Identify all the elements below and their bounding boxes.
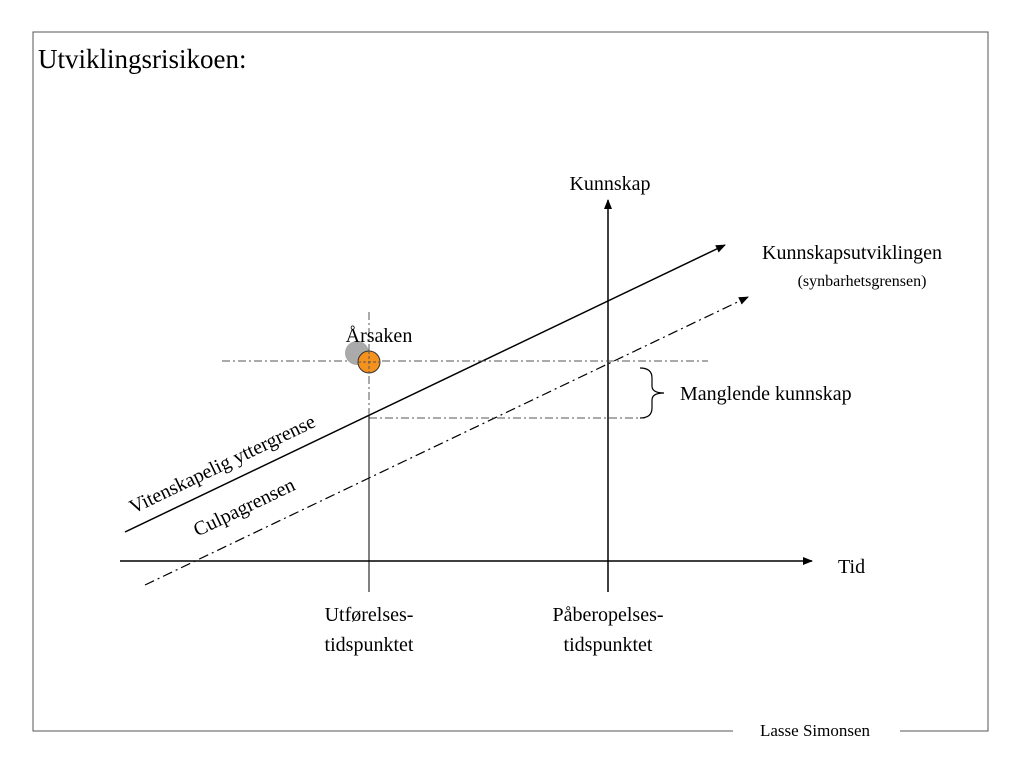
science-limit-label: Vitenskapelig yttergrense xyxy=(126,411,319,519)
gap-brace xyxy=(639,367,665,419)
y-axis-label: Kunnskap xyxy=(569,173,650,195)
cause-label: Årsaken xyxy=(346,325,413,347)
title: Utviklingsrisikoen: xyxy=(38,44,247,74)
time-point-label: tidspunktet xyxy=(325,634,414,656)
knowledge-label: Kunnskapsutviklingen xyxy=(762,242,942,264)
gap-label: Manglende kunnskap xyxy=(680,383,852,405)
frame xyxy=(32,31,989,732)
time-point-label: Utførelses- xyxy=(325,604,414,626)
time-point-label: Påberopelses- xyxy=(552,604,663,626)
time-point-label: tidspunktet xyxy=(564,634,653,656)
x-axis-label: Tid xyxy=(838,556,865,578)
knowledge-sublabel: (synbarhetsgrensen) xyxy=(798,273,927,290)
culpa-line xyxy=(144,296,749,586)
author: Lasse Simonsen xyxy=(760,721,871,740)
knowledge-line xyxy=(124,244,726,533)
